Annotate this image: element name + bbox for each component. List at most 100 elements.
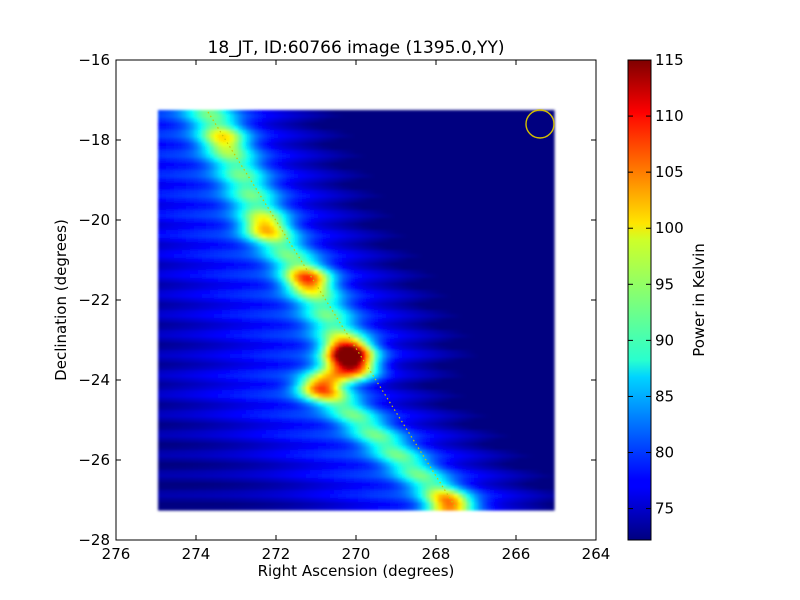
heatmap-cell	[406, 278, 411, 283]
heatmap-cell	[486, 198, 491, 203]
heatmap-cell	[442, 122, 447, 127]
heatmap-cell	[206, 302, 211, 307]
heatmap-cell	[238, 198, 243, 203]
heatmap-cell	[486, 218, 491, 223]
heatmap-cell	[446, 230, 451, 235]
heatmap-cell	[350, 214, 355, 219]
heatmap-cell	[314, 190, 319, 195]
heatmap-cell	[378, 214, 383, 219]
heatmap-cell	[490, 274, 495, 279]
heatmap-cell	[326, 282, 331, 287]
heatmap-cell	[358, 190, 363, 195]
heatmap-cell	[346, 142, 351, 147]
heatmap-cell	[338, 230, 343, 235]
heatmap-cell	[502, 254, 507, 259]
heatmap-cell	[326, 202, 331, 207]
heatmap-cell	[266, 238, 271, 243]
heatmap-cell	[298, 222, 303, 227]
heatmap-cell	[366, 130, 371, 135]
heatmap-cell	[398, 234, 403, 239]
heatmap-cell	[198, 126, 203, 131]
heatmap-cell	[538, 266, 543, 271]
heatmap-cell	[422, 282, 427, 287]
heatmap-cell	[542, 242, 547, 247]
heatmap-cell	[406, 302, 411, 307]
heatmap-cell	[386, 182, 391, 187]
heatmap-cell	[302, 262, 307, 267]
heatmap-cell	[534, 242, 539, 247]
heatmap-cell	[458, 218, 463, 223]
heatmap-cell	[222, 158, 227, 163]
heatmap-cell	[278, 294, 283, 299]
heatmap-cell	[410, 246, 415, 251]
heatmap-cell	[542, 290, 547, 295]
heatmap-cell	[226, 258, 231, 263]
heatmap-cell	[294, 302, 299, 307]
heatmap-cell	[230, 150, 235, 155]
heatmap-cell	[178, 258, 183, 263]
heatmap-cell	[446, 254, 451, 259]
heatmap-cell	[178, 290, 183, 295]
heatmap-cell	[242, 198, 247, 203]
heatmap-cell	[466, 158, 471, 163]
heatmap-cell	[266, 286, 271, 291]
heatmap-cell	[338, 278, 343, 283]
heatmap-cell	[194, 294, 199, 299]
heatmap-cell	[422, 306, 427, 311]
heatmap-cell	[394, 202, 399, 207]
heatmap-cell	[270, 274, 275, 279]
heatmap-cell	[226, 274, 231, 279]
heatmap-cell	[470, 178, 475, 183]
heatmap-cell	[186, 218, 191, 223]
heatmap-cell	[430, 262, 435, 267]
heatmap-cell	[446, 146, 451, 151]
heatmap-cell	[162, 298, 167, 303]
heatmap-cell	[498, 242, 503, 247]
heatmap-cell	[270, 198, 275, 203]
heatmap-cell	[490, 250, 495, 255]
heatmap-cell	[294, 134, 299, 139]
heatmap-cell	[178, 122, 183, 127]
heatmap-cell	[506, 218, 511, 223]
heatmap-cell	[550, 178, 555, 183]
heatmap-cell	[194, 126, 199, 131]
heatmap-cell	[550, 126, 555, 131]
heatmap-cell	[258, 198, 263, 203]
heatmap-cell	[382, 166, 387, 171]
heatmap-cell	[410, 166, 415, 171]
heatmap-cell	[490, 206, 495, 211]
heatmap-cell	[506, 298, 511, 303]
heatmap-cell	[346, 130, 351, 135]
heatmap-cell	[238, 170, 243, 175]
heatmap-cell	[398, 118, 403, 123]
heatmap-cell	[426, 170, 431, 175]
heatmap-cell	[298, 210, 303, 215]
heatmap-cell	[550, 278, 555, 283]
heatmap-cell	[370, 234, 375, 239]
heatmap-cell	[334, 186, 339, 191]
heatmap-cell	[242, 178, 247, 183]
heatmap-cell	[250, 266, 255, 271]
heatmap-cell	[274, 122, 279, 127]
heatmap-cell	[498, 158, 503, 163]
heatmap-cell	[390, 170, 395, 175]
heatmap-cell	[402, 242, 407, 247]
heatmap-cell	[366, 278, 371, 283]
heatmap-cell	[314, 130, 319, 135]
heatmap-cell	[478, 206, 483, 211]
heatmap-cell	[474, 242, 479, 247]
heatmap-cell	[162, 166, 167, 171]
heatmap-cell	[430, 302, 435, 307]
heatmap-cell	[286, 274, 291, 279]
heatmap-cell	[442, 134, 447, 139]
heatmap-cell	[270, 270, 275, 275]
heatmap-cell	[550, 198, 555, 203]
heatmap-cell	[306, 242, 311, 247]
heatmap-cell	[242, 286, 247, 291]
heatmap-cell	[174, 194, 179, 199]
heatmap-cell	[518, 298, 523, 303]
heatmap-cell	[238, 262, 243, 267]
heatmap-cell	[530, 218, 535, 223]
heatmap-cell	[434, 154, 439, 159]
heatmap-cell	[426, 206, 431, 211]
